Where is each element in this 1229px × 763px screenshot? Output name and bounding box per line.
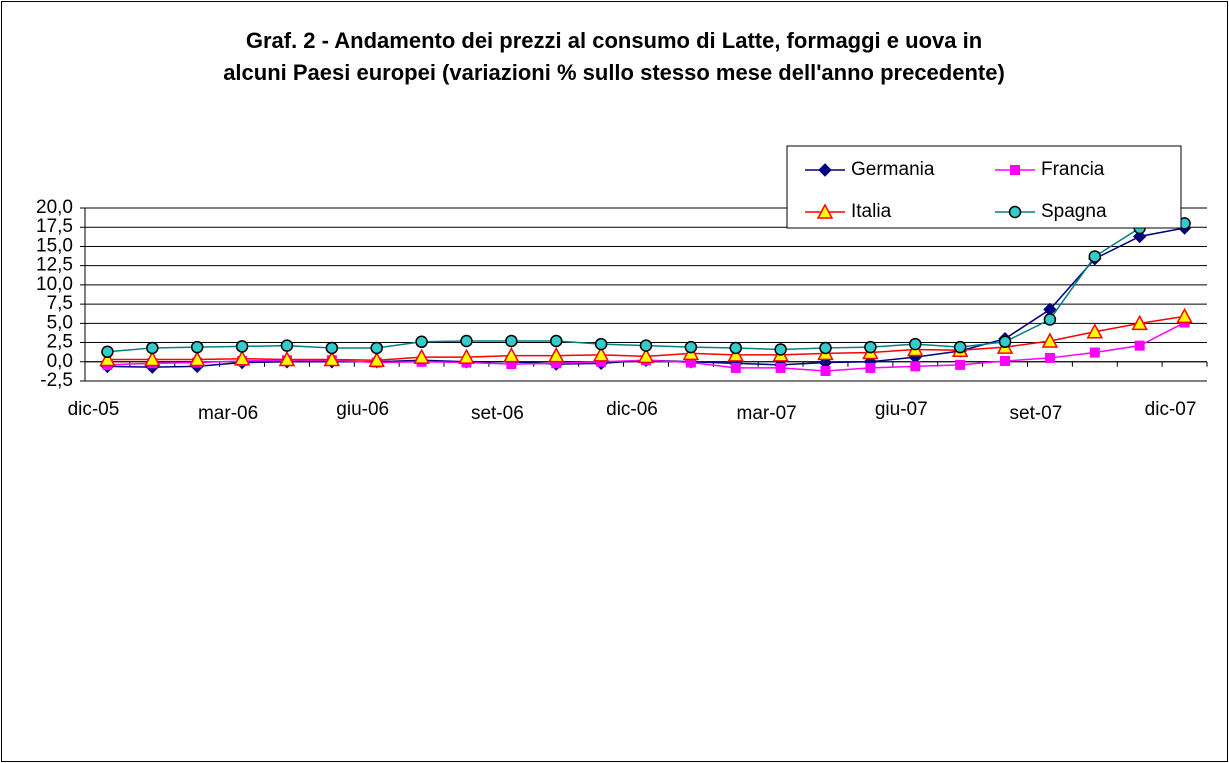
marker	[1041, 332, 1059, 348]
chart-title: alcuni Paesi europei (variazioni % sullo…	[223, 60, 1005, 85]
y-tick-label: 12,5	[36, 255, 73, 276]
legend-marker	[1010, 165, 1020, 175]
marker	[368, 351, 385, 367]
y-tick-label: 5,0	[47, 312, 73, 333]
marker	[235, 340, 249, 353]
marker	[730, 362, 741, 373]
marker	[639, 339, 653, 352]
marker	[729, 341, 743, 355]
marker	[684, 340, 698, 354]
marker	[592, 346, 610, 362]
marker	[413, 348, 430, 364]
y-tick-label: 7,5	[47, 293, 73, 314]
marker	[774, 343, 787, 356]
x-tick-label: set-07	[1010, 403, 1063, 424]
x-tick-label: dic-06	[606, 399, 658, 420]
marker	[865, 362, 876, 373]
marker	[775, 362, 786, 373]
marker	[998, 335, 1012, 349]
marker	[146, 341, 159, 355]
marker	[1086, 323, 1104, 339]
marker	[953, 340, 967, 354]
y-tick-label: 0,0	[47, 351, 73, 372]
chart-title: Graf. 2 - Andamento dei prezzi al consum…	[246, 28, 982, 53]
marker	[1089, 347, 1100, 358]
marker	[1088, 250, 1102, 263]
marker	[594, 337, 608, 351]
marker	[1043, 313, 1057, 326]
marker	[99, 350, 116, 367]
marker	[910, 361, 921, 372]
marker	[278, 350, 296, 367]
y-tick-label: -2,5	[40, 370, 73, 391]
x-tick-label: dic-05	[68, 399, 120, 420]
marker	[547, 347, 565, 363]
marker	[233, 350, 251, 366]
y-tick-label: 17,5	[36, 216, 73, 237]
marker	[864, 340, 877, 354]
x-tick-label: mar-06	[198, 403, 258, 424]
marker	[955, 359, 966, 370]
marker	[458, 348, 475, 364]
marker	[190, 340, 204, 354]
marker	[323, 350, 341, 367]
marker	[370, 341, 383, 355]
legend-label: Francia	[1041, 159, 1105, 180]
marker	[188, 350, 206, 367]
y-tick-label: 15,0	[36, 235, 73, 256]
legend-box	[786, 145, 1182, 229]
legend-marker	[816, 203, 834, 219]
legend-label: Germania	[851, 159, 935, 180]
marker	[549, 334, 563, 348]
marker	[819, 341, 832, 355]
legend-label: Spagna	[1041, 201, 1107, 222]
legend-marker	[818, 163, 832, 177]
legend-label: Italia	[851, 201, 892, 222]
marker	[144, 350, 161, 367]
y-tick-label: 2,5	[47, 332, 73, 353]
marker	[280, 339, 294, 352]
y-tick-label: 20,0	[36, 197, 73, 218]
marker	[909, 337, 922, 351]
x-tick-label: giu-07	[875, 399, 928, 420]
x-tick-label: giu-06	[336, 399, 389, 420]
marker	[460, 334, 473, 348]
marker	[820, 366, 831, 377]
marker	[1131, 314, 1148, 331]
x-tick-label: mar-07	[737, 403, 797, 424]
marker	[1134, 340, 1145, 351]
x-tick-label: set-06	[471, 403, 524, 424]
x-tick-label: dic-07	[1145, 399, 1197, 420]
marker	[1000, 356, 1011, 367]
legend-marker	[1008, 205, 1022, 219]
marker	[415, 335, 428, 349]
marker	[1176, 307, 1193, 324]
marker	[1044, 352, 1055, 363]
marker	[325, 341, 339, 355]
marker	[505, 334, 518, 348]
marker	[503, 347, 520, 363]
y-tick-label: 10,0	[36, 274, 73, 295]
marker	[727, 346, 745, 362]
marker	[101, 345, 114, 359]
marker	[637, 347, 655, 364]
